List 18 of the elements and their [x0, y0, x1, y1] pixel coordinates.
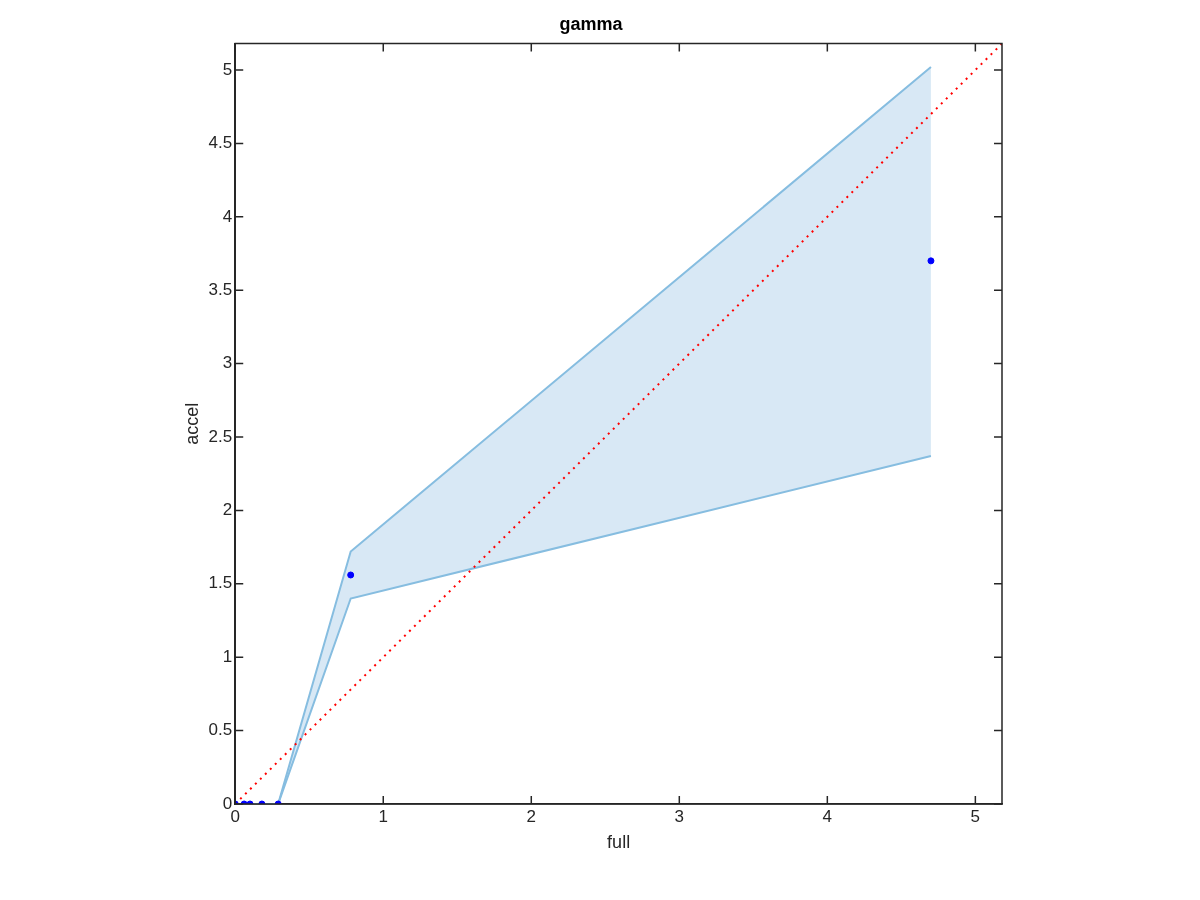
y-tick-label: 0.5	[208, 720, 233, 740]
y-tick-label: 4	[222, 206, 233, 226]
x-tick-label: 1	[378, 806, 388, 826]
x-axis-title: full	[607, 832, 631, 853]
y-tick-label: 1	[222, 646, 233, 666]
y-axis-title: accel	[181, 402, 202, 445]
x-tick-label: 4	[822, 806, 833, 826]
y-tick-label: 3.5	[208, 279, 233, 299]
y-tick-label: 2.5	[208, 426, 233, 446]
x-tick-label: 2	[526, 806, 537, 826]
x-tick-label: 5	[970, 806, 981, 826]
y-tick-label: 4.5	[208, 133, 233, 153]
y-tick-label: 5	[222, 59, 233, 79]
y-tick-label: 3	[222, 353, 233, 373]
y-tick-label: 2	[222, 500, 233, 520]
chart-title: gamma	[559, 13, 624, 34]
y-tick-label: 1.5	[208, 573, 233, 593]
x-tick-label: 3	[674, 806, 685, 826]
